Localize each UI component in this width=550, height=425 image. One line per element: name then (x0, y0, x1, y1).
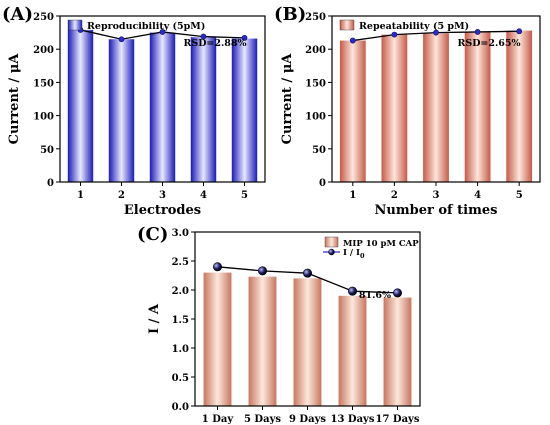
y-tick-label: 2.0 (172, 286, 189, 297)
x-tick-label: 1 Day (202, 414, 235, 425)
x-tick-label: 17 Days (376, 414, 420, 425)
bar (339, 40, 366, 183)
x-tick-label: 4 (474, 190, 481, 201)
x-tick-label: 3 (433, 190, 440, 201)
y-axis-label: Current / μA (7, 53, 22, 145)
x-axis-label: Number of times (375, 203, 498, 218)
line-point (302, 268, 312, 278)
bar (381, 34, 408, 183)
panel-label: (B) (274, 4, 306, 25)
line-point (392, 288, 402, 298)
panel-c: (C) 0.0 0.5 1.0 1.5 2.0 2.5 3.0 1 Day 5 Days 9 Day… (137, 224, 421, 425)
line-point (349, 37, 356, 44)
bar (506, 30, 533, 182)
panel-label: (C) (137, 224, 168, 245)
x-tick-label: 13 Days (331, 414, 375, 425)
annotation: 81.6% (359, 290, 391, 301)
x-tick-label: 1 (349, 190, 356, 201)
panel-b: (B) 0 50 100 150 200 250 1 2 3 4 5 Number of times Cu… (274, 4, 541, 218)
line-point (391, 31, 398, 38)
x-tick-label: 1 (77, 190, 84, 201)
bar (383, 297, 412, 406)
bar (338, 295, 367, 406)
x-tick-label: 2 (391, 190, 398, 201)
bar (293, 278, 322, 406)
y-tick-label: 100 (305, 112, 326, 123)
panel-label: (A) (2, 4, 33, 25)
y-tick-label: 1.0 (172, 344, 189, 355)
y-tick-label: 250 (33, 12, 54, 23)
y-tick-label: 1.5 (172, 315, 189, 326)
x-tick-label: 2 (118, 190, 125, 201)
x-tick-label: 4 (200, 190, 207, 201)
line-point (516, 28, 523, 35)
y-tick-label: 50 (312, 145, 326, 156)
legend-label: MIP 10 pM CAP (343, 239, 419, 249)
y-tick-label: 200 (305, 45, 326, 56)
line-point (213, 262, 223, 272)
legend-swatch (324, 236, 339, 248)
line-point (433, 29, 439, 36)
y-tick-label: 100 (33, 112, 54, 123)
line-point (241, 35, 248, 41)
line-point (159, 29, 166, 35)
y-tick-label: 250 (305, 12, 326, 23)
x-tick-label: 3 (159, 190, 166, 201)
bar (464, 31, 491, 182)
y-axis-label: I / A (147, 303, 162, 334)
y-tick-label: 200 (33, 45, 54, 56)
y-tick-label: 0 (319, 178, 326, 189)
bar (203, 272, 232, 406)
bar (231, 38, 258, 182)
legend-label: I / I0 (343, 248, 365, 260)
legend-swatch (67, 19, 83, 31)
x-tick-label: 5 (241, 190, 248, 201)
y-tick-label: 2.5 (172, 257, 189, 268)
legend-swatch (339, 19, 355, 31)
y-tick-label: 150 (305, 78, 326, 89)
y-tick-label: 0 (47, 178, 54, 189)
bar (108, 39, 135, 182)
line-point (118, 36, 125, 43)
legend-label-subscript: 0 (360, 252, 365, 260)
x-tick-label: 5 Days (244, 414, 281, 425)
line-point (347, 286, 357, 296)
y-axis-label: Current / μA (280, 53, 295, 145)
y-tick-label: 0.0 (172, 402, 189, 413)
x-axis-label: Electrodes (124, 203, 201, 218)
y-tick-label: 0.5 (172, 373, 189, 384)
bar (67, 29, 94, 182)
x-tick-label: 5 (516, 190, 523, 201)
y-tick-label: 50 (40, 145, 54, 156)
annotation: RSD=2.65% (457, 38, 520, 49)
annotation: RSD=2.88% (183, 38, 246, 49)
line-point (257, 266, 267, 276)
bar (149, 32, 176, 182)
legend-label: Repeatability (5 pM) (359, 21, 469, 32)
legend-label: Reproducibility (5pM) (87, 21, 205, 32)
x-tick-label: 9 Days (289, 414, 326, 425)
bar (423, 33, 449, 182)
y-tick-label: 150 (33, 78, 54, 89)
line-point (474, 29, 481, 35)
legend-point (328, 248, 335, 256)
bar (248, 276, 277, 406)
y-tick-label: 3.0 (172, 228, 189, 239)
panel-a: (A) 0 50 100 150 200 250 1 2 3 4 5 Electrodes Current… (2, 4, 266, 218)
line-point (200, 33, 207, 40)
bar (190, 37, 217, 182)
